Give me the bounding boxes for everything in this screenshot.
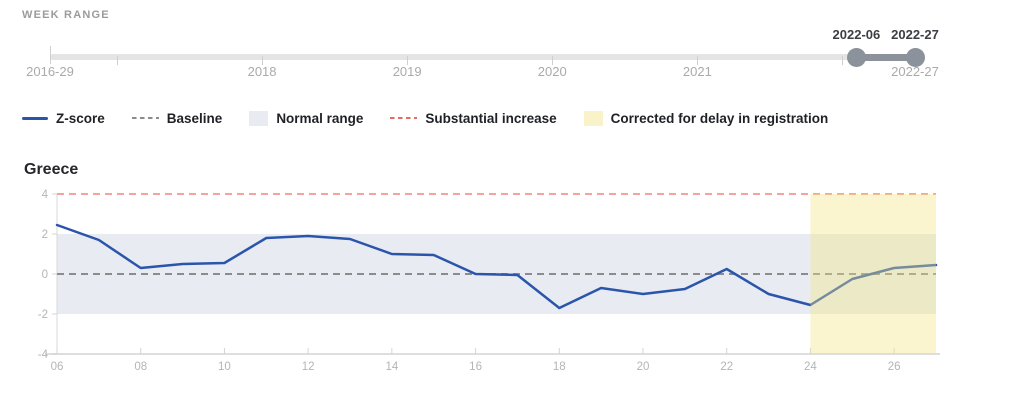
y-tick-label: -4 [38,349,49,361]
slider-selected-range[interactable] [856,54,915,61]
corrected-region [810,194,936,354]
slider-tick-2020 [552,56,554,65]
x-tick-label: 06 [51,361,64,373]
legend-label: Z-score [56,110,105,126]
slider-tick-2017 [116,56,118,65]
x-tick-label: 18 [553,361,566,373]
legend-label: Substantial increase [425,110,557,126]
x-tick-label: 10 [218,361,231,373]
y-tick-label: 2 [42,229,48,241]
legend-label: Corrected for delay in registration [610,110,829,126]
legend-swatch-box-icon [583,110,603,126]
legend-swatch-box-icon [249,110,269,126]
week-range-label: WEEK RANGE [22,9,110,21]
track-end-label: 2022-27 [891,64,939,79]
legend-item-3: Substantial increase [390,110,557,126]
legend-swatch-dash-icon [131,116,159,120]
legend-label: Normal range [276,110,364,126]
legend-item-2: Normal range [249,110,364,126]
chart-title: Greece [24,161,79,178]
x-tick-label: 22 [720,361,733,373]
legend-swatch-line-icon [22,116,48,120]
x-tick-label: 14 [385,361,398,373]
track-start-label: 2016-29 [26,64,74,79]
slider-handle-end[interactable] [905,48,925,67]
legend-item-0: Z-score [22,111,105,126]
slider-tick-2018 [262,56,264,65]
x-tick-label: 12 [302,361,315,373]
legend-label: Baseline [166,110,223,126]
selected-start-label: 2022-06 [832,27,881,42]
legend-item-1: Baseline [131,110,223,126]
x-tick-label: 16 [469,361,482,373]
slider-tick-2022 [842,56,844,65]
zscore-line [55,223,938,310]
x-tick-label: 20 [637,361,650,373]
slider-year-label-2018: 2018 [247,64,277,79]
slider-tick-2021 [697,56,699,65]
slider-handle-start[interactable] [846,48,866,67]
y-tick-label: 4 [42,189,49,201]
slider-year-label-2019: 2019 [392,64,422,79]
slider-year-label-2021: 2021 [682,64,712,79]
x-tick-label: 24 [804,361,817,373]
legend: Z-score Baseline Normal range Substantial i… [22,108,828,128]
y-tick-label: 0 [42,269,48,281]
slider-tick-2019 [407,56,409,65]
selected-end-label: 2022-27 [891,27,939,42]
legend-swatch-dash-icon [390,116,418,120]
y-tick-label: -2 [38,309,48,321]
week-range-slider: 2018 2019 2020 2021 2022-06 2022-27 2016-29… [0,0,1016,90]
x-tick-label: 08 [134,361,147,373]
x-tick-label: 26 [888,361,901,373]
legend-item-4: Corrected for delay in registration [583,110,829,126]
slider-track[interactable] [50,54,915,60]
slider-tick-start [50,46,51,64]
slider-year-label-2020: 2020 [537,64,567,79]
